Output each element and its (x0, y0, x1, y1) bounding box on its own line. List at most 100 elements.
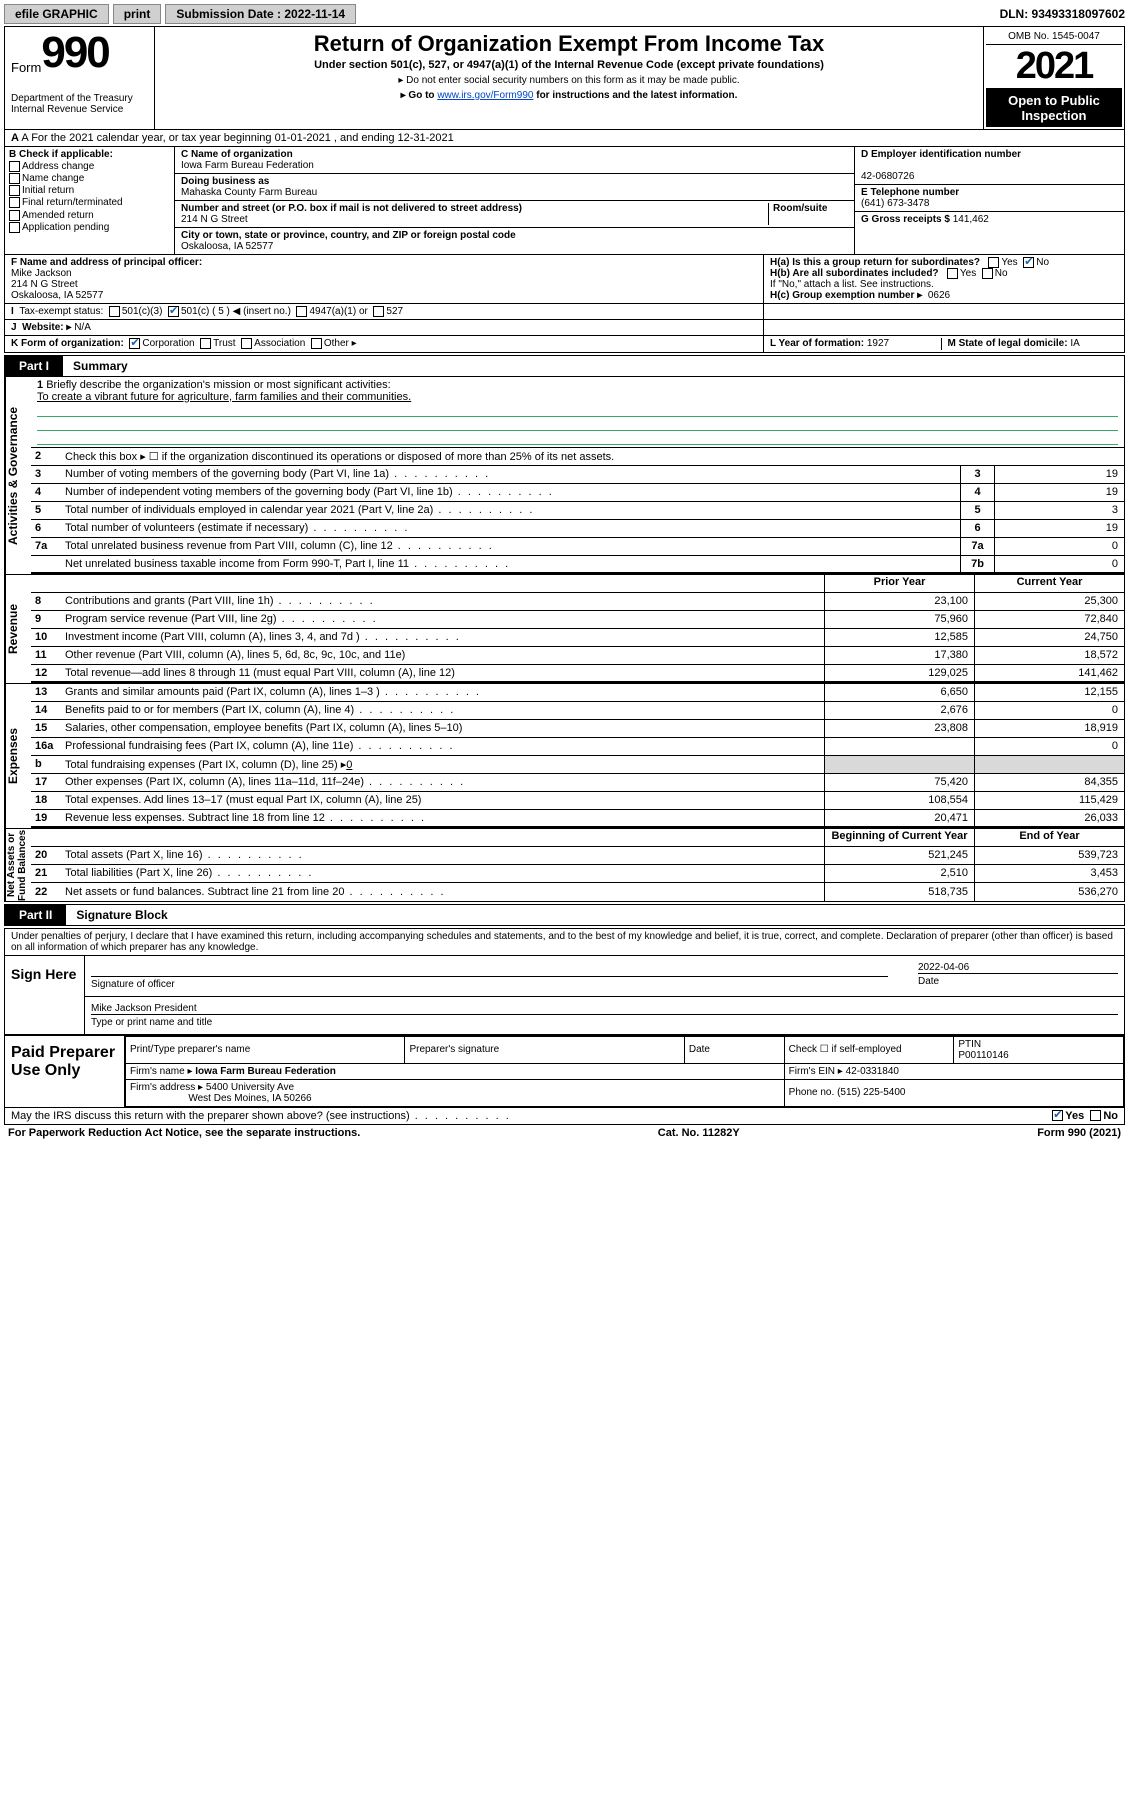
hc-value: 0626 (928, 290, 950, 301)
prep-date-hdr: Date (684, 1036, 784, 1063)
c15: 18,919 (974, 720, 1124, 737)
sig-date: 2022-04-06 (918, 962, 1118, 973)
line-14: Benefits paid to or for members (Part IX… (61, 703, 824, 717)
cb-initial-return[interactable]: Initial return (9, 185, 170, 196)
website-row: J Website: ▸ N/A (5, 320, 764, 335)
cb-corp[interactable] (129, 338, 140, 349)
beg-year-hdr: Beginning of Current Year (824, 829, 974, 846)
prep-selfemp: Check ☐ if self-employed (784, 1036, 954, 1063)
line-18: Total expenses. Add lines 13–17 (must eq… (61, 793, 824, 807)
c10: 24,750 (974, 629, 1124, 646)
line-12: Total revenue—add lines 8 through 11 (mu… (61, 666, 824, 680)
c18: 115,429 (974, 792, 1124, 809)
dba-label: Doing business as (181, 176, 269, 187)
ein-label: D Employer identification number (861, 149, 1021, 160)
p17: 75,420 (824, 774, 974, 791)
cb-other[interactable] (311, 338, 322, 349)
firm-addr2: West Des Moines, IA 50266 (188, 1093, 311, 1104)
city-label: City or town, state or province, country… (181, 230, 516, 241)
signature-block: Under penalties of perjury, I declare th… (4, 928, 1125, 1035)
line-17: Other expenses (Part IX, column (A), lin… (61, 775, 824, 789)
c16b-shade (974, 756, 1124, 773)
dept-label: Department of the Treasury Internal Reve… (11, 93, 148, 115)
officer-name: Mike Jackson (11, 268, 72, 279)
cb-527[interactable] (373, 306, 384, 317)
part2-title: Signature Block (66, 905, 177, 925)
end-year-hdr: End of Year (974, 829, 1124, 846)
line-13: Grants and similar amounts paid (Part IX… (61, 685, 824, 699)
cb-amended[interactable]: Amended return (9, 210, 170, 221)
line-4: Number of independent voting members of … (61, 485, 960, 499)
cb-final-return[interactable]: Final return/terminated (9, 197, 170, 208)
cb-name-change[interactable]: Name change (9, 173, 170, 184)
p11: 17,380 (824, 647, 974, 664)
col-c: C Name of organization Iowa Farm Bureau … (175, 147, 854, 254)
form-title-block: Return of Organization Exempt From Incom… (155, 27, 984, 129)
c13: 12,155 (974, 684, 1124, 701)
phone-label: E Telephone number (861, 187, 959, 198)
hb-label: H(b) Are all subordinates included? (770, 268, 939, 279)
pra-notice: For Paperwork Reduction Act Notice, see … (8, 1127, 360, 1139)
hb-yes-cb[interactable] (947, 268, 958, 279)
c19: 26,033 (974, 810, 1124, 826)
p16b-shade (824, 756, 974, 773)
line-16b: Total fundraising expenses (Part IX, col… (61, 757, 824, 772)
street-address: 214 N G Street (181, 214, 248, 225)
val-7b: 0 (994, 556, 1124, 572)
line-6: Total number of volunteers (estimate if … (61, 521, 960, 535)
sign-here-label: Sign Here (5, 956, 85, 1034)
form-number: 990 (41, 31, 108, 75)
irs-form990-link[interactable]: www.irs.gov/Form990 (437, 90, 533, 101)
part2-header: Part II Signature Block (4, 904, 1125, 926)
discuss-yes-cb[interactable] (1052, 1110, 1063, 1121)
c8: 25,300 (974, 593, 1124, 610)
perjury-declaration: Under penalties of perjury, I declare th… (5, 929, 1124, 955)
cb-501c[interactable] (168, 306, 179, 317)
row-j-spacer (764, 304, 1124, 319)
hb-no-cb[interactable] (982, 268, 993, 279)
line-20: Total assets (Part X, line 16) (61, 848, 824, 862)
city-state-zip: Oskaloosa, IA 52577 (181, 241, 273, 252)
c16a: 0 (974, 738, 1124, 755)
p16a (824, 738, 974, 755)
ha-no-cb[interactable] (1023, 257, 1034, 268)
col-b: B Check if applicable: Address change Na… (5, 147, 175, 254)
part1-header: Part I Summary (4, 355, 1125, 377)
expenses-block: Expenses 13Grants and similar amounts pa… (4, 684, 1125, 829)
ha-yes-cb[interactable] (988, 257, 999, 268)
line-22: Net assets or fund balances. Subtract li… (61, 885, 824, 899)
p21: 2,510 (824, 865, 974, 882)
c-name-label: C Name of organization (181, 149, 293, 160)
cb-trust[interactable] (200, 338, 211, 349)
paid-preparer-block: Paid Preparer Use Only Print/Type prepar… (4, 1035, 1125, 1108)
ssn-note: ▸ Do not enter social security numbers o… (161, 75, 977, 86)
cb-501c3[interactable] (109, 306, 120, 317)
cb-assoc[interactable] (241, 338, 252, 349)
line-a: A A For the 2021 calendar year, or tax y… (5, 130, 1124, 147)
firm-name: Iowa Farm Bureau Federation (195, 1066, 336, 1077)
c9: 72,840 (974, 611, 1124, 628)
c17: 84,355 (974, 774, 1124, 791)
cb-4947[interactable] (296, 306, 307, 317)
phone-value: (641) 673-3478 (861, 198, 929, 209)
discuss-no-cb[interactable] (1090, 1110, 1101, 1121)
submission-date: Submission Date : 2022-11-14 (165, 4, 356, 24)
cb-address-change[interactable]: Address change (9, 161, 170, 172)
line-15: Salaries, other compensation, employee b… (61, 721, 824, 735)
ha-label: H(a) Is this a group return for subordin… (770, 257, 980, 268)
c22: 536,270 (974, 883, 1124, 901)
cb-app-pending[interactable]: Application pending (9, 222, 170, 233)
ptin-label: PTIN (958, 1039, 981, 1050)
officer-printed-name: Mike Jackson President (91, 1003, 1118, 1014)
goto-post: for instructions and the latest informat… (536, 90, 737, 101)
efile-button[interactable]: efile GRAPHIC (4, 4, 109, 24)
val-16b: 0 (346, 759, 352, 771)
form-id-block: Form 990 Department of the Treasury Inte… (5, 27, 155, 129)
firm-addr-label: Firm's address ▸ (130, 1082, 203, 1093)
tax-year: 2021 (986, 45, 1122, 89)
print-button[interactable]: print (113, 4, 162, 24)
p20: 521,245 (824, 847, 974, 864)
open-to-public: Open to Public Inspection (986, 89, 1122, 127)
paid-preparer-label: Paid Preparer Use Only (5, 1036, 125, 1107)
discuss-question: May the IRS discuss this return with the… (11, 1110, 1052, 1122)
